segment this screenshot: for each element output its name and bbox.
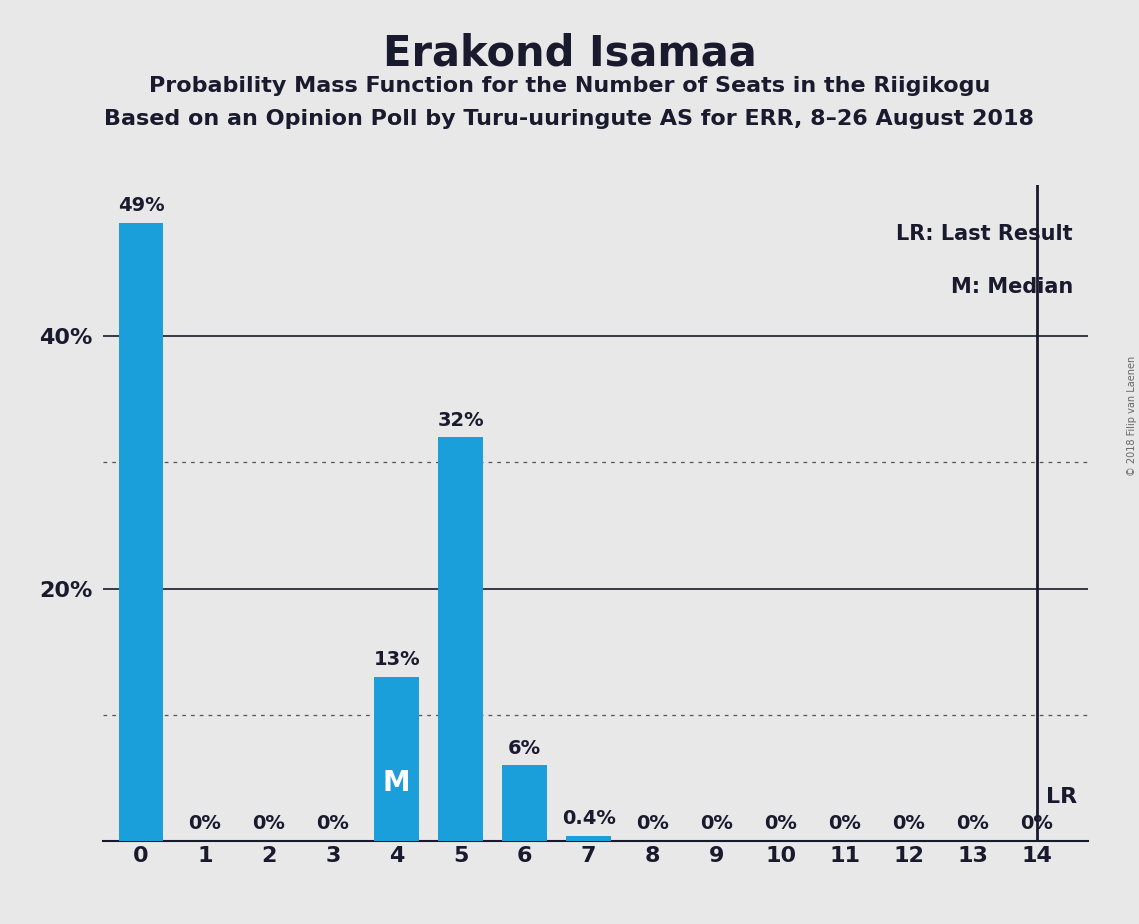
Text: 0%: 0% — [892, 814, 925, 833]
Text: 0%: 0% — [253, 814, 285, 833]
Text: M: Median: M: Median — [951, 276, 1073, 297]
Text: 0%: 0% — [956, 814, 989, 833]
Text: M: M — [383, 770, 411, 797]
Text: 13%: 13% — [374, 650, 420, 669]
Bar — [375, 676, 419, 841]
Text: 6%: 6% — [508, 738, 541, 758]
Bar — [502, 765, 547, 841]
Text: 0%: 0% — [828, 814, 861, 833]
Text: 0%: 0% — [1021, 814, 1052, 833]
Text: LR: LR — [1046, 786, 1077, 807]
Text: © 2018 Filip van Laenen: © 2018 Filip van Laenen — [1126, 356, 1137, 476]
Text: 32%: 32% — [437, 410, 484, 430]
Text: 0%: 0% — [317, 814, 350, 833]
Text: Erakond Isamaa: Erakond Isamaa — [383, 32, 756, 74]
Text: 0%: 0% — [188, 814, 221, 833]
Text: Probability Mass Function for the Number of Seats in the Riigikogu: Probability Mass Function for the Number… — [149, 76, 990, 96]
Text: 0.4%: 0.4% — [562, 809, 616, 828]
Text: 0%: 0% — [700, 814, 734, 833]
Text: 49%: 49% — [117, 196, 164, 215]
Bar — [439, 437, 483, 841]
Text: Based on an Opinion Poll by Turu-uuringute AS for ERR, 8–26 August 2018: Based on an Opinion Poll by Turu-uuringu… — [105, 109, 1034, 129]
Text: 0%: 0% — [637, 814, 669, 833]
Bar — [566, 836, 612, 841]
Bar — [118, 223, 163, 841]
Text: LR: Last Result: LR: Last Result — [896, 225, 1073, 244]
Text: 0%: 0% — [764, 814, 797, 833]
